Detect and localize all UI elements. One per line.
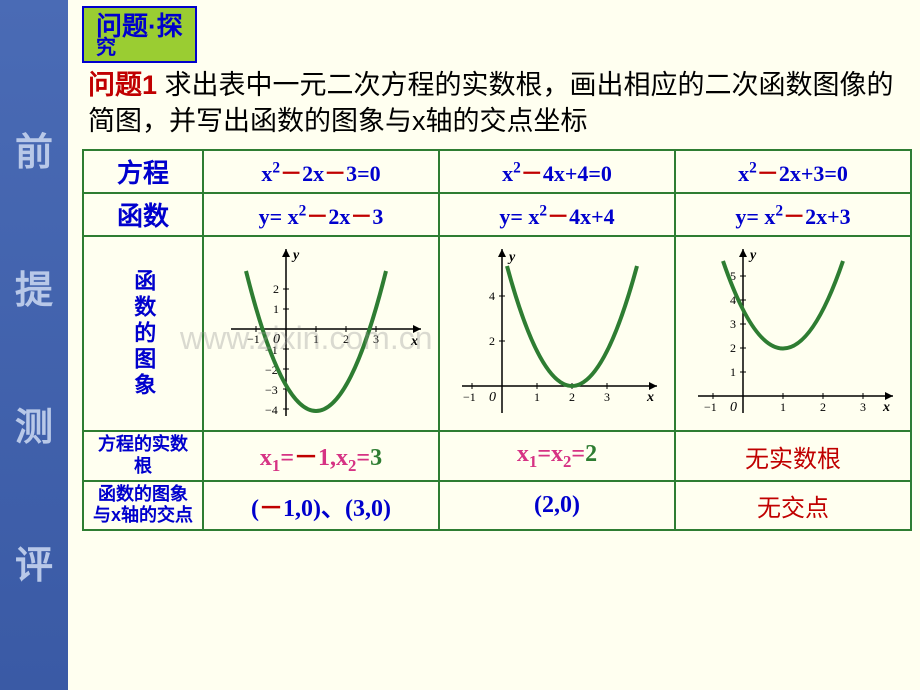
- svg-text:1: 1: [273, 302, 279, 316]
- svg-text:3: 3: [604, 390, 610, 404]
- sidebar-char: 测: [15, 396, 53, 451]
- parabola-graph-1: y x 0 −1 1 2 3 1 2 −1 −2 −3 −4: [211, 241, 431, 421]
- table-row-roots: 方程的实数根 x1=－1,x2=3 x1=x2=2 无实数根: [83, 431, 911, 480]
- svg-text:3: 3: [730, 317, 736, 331]
- svg-text:x: x: [410, 334, 418, 349]
- svg-text:y: y: [748, 248, 757, 263]
- svg-text:1: 1: [534, 390, 540, 404]
- svg-text:2: 2: [343, 332, 349, 346]
- svg-text:4: 4: [489, 289, 495, 303]
- svg-text:−4: −4: [265, 403, 278, 417]
- sidebar: 前 提 测 评: [0, 0, 68, 690]
- svg-text:1: 1: [780, 400, 786, 414]
- row-header-graph: 函数的图象: [83, 236, 203, 431]
- question-text: 问题1 求出表中一元二次方程的实数根，画出相应的二次函数图像的简图，并写出函数的…: [88, 67, 900, 140]
- svg-text:2: 2: [273, 282, 279, 296]
- function-cell: y= x2－4x+4: [439, 193, 675, 236]
- roots-cell: x1=－1,x2=3: [203, 431, 439, 480]
- svg-text:2: 2: [489, 334, 495, 348]
- intersect-cell: (2,0): [439, 481, 675, 530]
- graph-cell: y x 0 −1 1 2 3 1 2 3 4 5: [675, 236, 911, 431]
- graph-cell: y x 0 −1 1 2 3 1 2 −1 −2 −3 −4: [203, 236, 439, 431]
- content-area: 问题·探 究 问题1 求出表中一元二次方程的实数根，画出相应的二次函数图像的简图…: [68, 0, 920, 537]
- parabola-graph-2: y x 0 −1 1 2 3 2 4: [447, 241, 667, 421]
- question-body: 求出表中一元二次方程的实数根，画出相应的二次函数图像的简图，并写出函数的图象与x…: [88, 70, 894, 136]
- svg-text:3: 3: [860, 400, 866, 414]
- sidebar-char: 提: [15, 259, 53, 314]
- row-header-function: 函数: [83, 193, 203, 236]
- sidebar-char: 前: [15, 121, 53, 176]
- svg-text:3: 3: [373, 332, 379, 346]
- roots-cell: 无实数根: [675, 431, 911, 480]
- equation-cell: x2－2x－3=0: [203, 150, 439, 193]
- row-header-intersect: 函数的图象与x轴的交点: [83, 481, 203, 530]
- function-cell: y= x2－2x+3: [675, 193, 911, 236]
- svg-text:−1: −1: [704, 400, 717, 414]
- svg-text:y: y: [291, 248, 300, 263]
- svg-text:−1: −1: [247, 332, 260, 346]
- parabola-graph-3: y x 0 −1 1 2 3 1 2 3 4 5: [683, 241, 903, 421]
- table-row-graph: 函数的图象 y x 0 −1 1 2 3: [83, 236, 911, 431]
- sidebar-char: 评: [15, 534, 53, 589]
- table-row-function: 函数 y= x2－2x－3 y= x2－4x+4 y= x2－2x+3: [83, 193, 911, 236]
- equation-cell: x2－2x+3=0: [675, 150, 911, 193]
- equation-cell: x2－4x+4=0: [439, 150, 675, 193]
- svg-text:x: x: [646, 390, 654, 405]
- svg-text:−3: −3: [265, 383, 278, 397]
- main-table: 方程 x2－2x－3=0 x2－4x+4=0 x2－2x+3=0 函数 y= x…: [82, 149, 912, 530]
- intersect-cell: 无交点: [675, 481, 911, 530]
- table-row-equation: 方程 x2－2x－3=0 x2－4x+4=0 x2－2x+3=0: [83, 150, 911, 193]
- table-row-intersect: 函数的图象与x轴的交点 (－1,0)、(3,0) (2,0) 无交点: [83, 481, 911, 530]
- svg-text:0: 0: [730, 400, 737, 415]
- svg-text:−1: −1: [463, 390, 476, 404]
- svg-text:x: x: [882, 400, 890, 415]
- topic-badge: 问题·探 究: [82, 6, 197, 63]
- svg-text:y: y: [507, 250, 516, 265]
- svg-text:1: 1: [730, 365, 736, 379]
- question-label: 问题1: [88, 70, 157, 100]
- svg-text:2: 2: [820, 400, 826, 414]
- svg-text:0: 0: [489, 390, 496, 405]
- function-cell: y= x2－2x－3: [203, 193, 439, 236]
- row-header-equation: 方程: [83, 150, 203, 193]
- graph-cell: y x 0 −1 1 2 3 2 4: [439, 236, 675, 431]
- svg-text:1: 1: [313, 332, 319, 346]
- svg-text:2: 2: [730, 341, 736, 355]
- roots-cell: x1=x2=2: [439, 431, 675, 480]
- svg-text:2: 2: [569, 390, 575, 404]
- intersect-cell: (－1,0)、(3,0): [203, 481, 439, 530]
- row-header-roots: 方程的实数根: [83, 431, 203, 480]
